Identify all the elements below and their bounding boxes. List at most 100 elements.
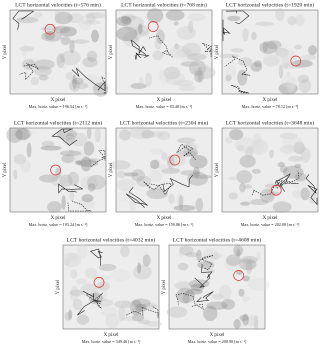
map-blob: [39, 174, 59, 183]
map-blob: [233, 245, 244, 257]
map-blob: [295, 14, 305, 27]
map-blob: [16, 16, 39, 24]
map-blob: [242, 275, 250, 282]
map-blob: [148, 130, 164, 138]
map-blob: [137, 319, 151, 325]
map-blob: [293, 141, 305, 155]
highlight-circle: [50, 164, 61, 176]
map-blob: [287, 155, 303, 162]
map-blob: [81, 194, 94, 203]
map-blob: [175, 48, 193, 58]
panel: LCT horizontal velocities (t=2112 min) X …: [3, 119, 107, 227]
map-blob: [77, 198, 95, 210]
y-axis-label: Y pixel: [162, 279, 167, 294]
map-blob: [236, 248, 241, 258]
map-blob: [178, 84, 196, 92]
x-axis-label: X pixel: [51, 98, 66, 103]
map-blob: [194, 70, 205, 83]
map-blob: [225, 136, 233, 144]
map-blob: [297, 74, 310, 83]
map-blob: [225, 74, 232, 82]
map-blob: [137, 262, 142, 274]
map-blob: [262, 41, 268, 53]
map-blob: [180, 61, 199, 67]
map-blob: [149, 159, 160, 169]
map-blob: [138, 23, 143, 35]
map-blob: [269, 149, 274, 159]
map-blob: [60, 50, 81, 66]
map-blob: [240, 255, 258, 264]
map-blob: [121, 14, 137, 21]
map-blob: [13, 169, 18, 180]
map-blob: [282, 134, 303, 151]
map-blob: [225, 65, 237, 78]
map-blob: [294, 172, 307, 182]
contour: [58, 183, 83, 194]
map-blob: [193, 166, 200, 178]
map-blob: [253, 60, 262, 68]
map-blob: [116, 26, 138, 42]
map-blob: [251, 139, 269, 155]
map-blob: [134, 25, 150, 37]
map-blob: [264, 193, 272, 201]
map-blob: [239, 182, 246, 193]
map-blob: [161, 151, 168, 161]
map-blob: [61, 252, 82, 268]
map-blob: [86, 50, 98, 63]
contour: [51, 128, 78, 146]
map-blob: [294, 44, 302, 50]
map-blob: [291, 189, 303, 198]
map-blob: [27, 130, 36, 135]
map-blob: [189, 60, 207, 76]
map-blob: [141, 302, 158, 310]
map-blob: [69, 79, 81, 92]
map-blob: [279, 165, 288, 173]
map-blob: [238, 57, 253, 67]
panel: LCT horizontal velocities (t=768 min) X p…: [109, 1, 216, 109]
highlight-circle: [270, 184, 282, 196]
map-blob: [294, 163, 302, 169]
map-blob: [278, 82, 298, 95]
map-blob: [286, 71, 291, 77]
map-blob: [13, 154, 27, 165]
map-blob: [96, 281, 110, 291]
map-blob: [61, 154, 75, 164]
map-blob: [275, 42, 291, 48]
map-blob: [117, 170, 126, 179]
map-blob: [245, 146, 254, 159]
map-blob: [41, 31, 63, 42]
map-blob: [38, 74, 49, 81]
map-blob: [174, 281, 193, 290]
map-blob: [279, 132, 298, 140]
map-blob: [67, 253, 78, 262]
contour: [134, 52, 150, 60]
map-blob: [138, 76, 144, 89]
map-blob: [64, 257, 71, 266]
map-blob: [272, 201, 292, 213]
map-blob: [157, 130, 171, 141]
contour: [148, 35, 173, 58]
map-blob: [156, 29, 165, 45]
contour: [67, 200, 92, 212]
panel-title: LCT horizontal velocities (t=4032 min): [67, 236, 156, 243]
contour: [275, 170, 300, 185]
map-blob: [70, 150, 88, 164]
map-blob: [275, 7, 285, 21]
map-blob: [180, 170, 201, 176]
map-blob: [178, 245, 185, 259]
map-blob: [280, 49, 297, 65]
map-blob: [87, 183, 96, 192]
map-blob: [19, 45, 35, 52]
map-blob: [37, 65, 50, 73]
map-background: [115, 127, 213, 213]
map-blob: [145, 72, 153, 87]
map-blob: [59, 174, 73, 188]
map-blob: [286, 77, 296, 93]
map-blob: [249, 199, 269, 206]
map-blob: [141, 130, 155, 139]
map-blob: [254, 21, 274, 26]
map-blob: [118, 190, 134, 202]
contour: [77, 290, 101, 316]
map-blob: [182, 291, 190, 304]
map-blob: [282, 54, 289, 70]
